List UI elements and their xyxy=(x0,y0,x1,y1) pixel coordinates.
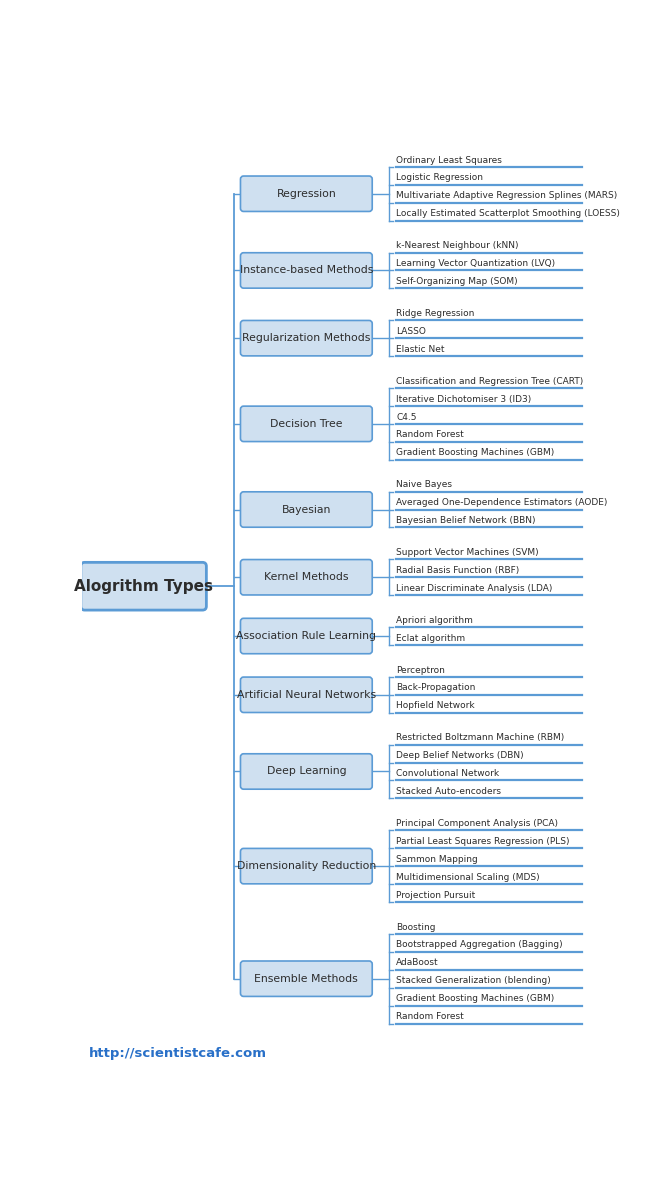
Text: Bootstrapped Aggregation (Bagging): Bootstrapped Aggregation (Bagging) xyxy=(396,941,563,949)
Text: http://scientistcafe.com: http://scientistcafe.com xyxy=(88,1048,267,1061)
Text: k-Nearest Neighbour (kNN): k-Nearest Neighbour (kNN) xyxy=(396,241,519,250)
FancyBboxPatch shape xyxy=(241,848,372,884)
Text: Sammon Mapping: Sammon Mapping xyxy=(396,854,478,864)
Text: LASSO: LASSO xyxy=(396,326,426,336)
Text: Back-Propagation: Back-Propagation xyxy=(396,684,476,692)
Text: Gradient Boosting Machines (GBM): Gradient Boosting Machines (GBM) xyxy=(396,995,554,1003)
Text: Linear Discriminate Analysis (LDA): Linear Discriminate Analysis (LDA) xyxy=(396,584,553,593)
Text: Perceptron: Perceptron xyxy=(396,666,445,674)
Text: Logistic Regression: Logistic Regression xyxy=(396,174,483,182)
Text: AdaBoost: AdaBoost xyxy=(396,959,439,967)
FancyBboxPatch shape xyxy=(241,176,372,211)
Text: Naive Bayes: Naive Bayes xyxy=(396,480,452,490)
Text: Multidimensional Scaling (MDS): Multidimensional Scaling (MDS) xyxy=(396,872,540,882)
Text: Deep Belief Networks (DBN): Deep Belief Networks (DBN) xyxy=(396,751,524,761)
Text: Iterative Dichotomiser 3 (ID3): Iterative Dichotomiser 3 (ID3) xyxy=(396,395,532,403)
FancyBboxPatch shape xyxy=(81,563,206,610)
Text: Convolutional Network: Convolutional Network xyxy=(396,769,500,778)
Text: Boosting: Boosting xyxy=(396,923,436,931)
FancyBboxPatch shape xyxy=(241,253,372,288)
Text: Alogrithm Types: Alogrithm Types xyxy=(74,578,213,594)
Text: Ensemble Methods: Ensemble Methods xyxy=(254,973,358,984)
Text: Dimensionality Reduction: Dimensionality Reduction xyxy=(237,862,376,871)
Text: Classification and Regression Tree (CART): Classification and Regression Tree (CART… xyxy=(396,377,583,385)
Text: Random Forest: Random Forest xyxy=(396,1013,464,1021)
Text: Decision Tree: Decision Tree xyxy=(270,419,343,428)
Text: Restricted Boltzmann Machine (RBM): Restricted Boltzmann Machine (RBM) xyxy=(396,733,565,743)
Text: Apriori algorithm: Apriori algorithm xyxy=(396,616,473,625)
Text: Principal Component Analysis (PCA): Principal Component Analysis (PCA) xyxy=(396,818,558,828)
Text: Random Forest: Random Forest xyxy=(396,431,464,439)
Text: Learning Vector Quantization (LVQ): Learning Vector Quantization (LVQ) xyxy=(396,259,556,268)
Text: Deep Learning: Deep Learning xyxy=(266,767,346,776)
Text: Hopfield Network: Hopfield Network xyxy=(396,702,475,710)
FancyBboxPatch shape xyxy=(241,406,372,442)
Text: Eclat algorithm: Eclat algorithm xyxy=(396,634,465,643)
Text: Projection Pursuit: Projection Pursuit xyxy=(396,890,476,900)
Text: Regression: Regression xyxy=(277,188,336,199)
Text: Ordinary Least Squares: Ordinary Least Squares xyxy=(396,156,502,164)
Text: Multivariate Adaptive Regression Splines (MARS): Multivariate Adaptive Regression Splines… xyxy=(396,192,617,200)
Text: Gradient Boosting Machines (GBM): Gradient Boosting Machines (GBM) xyxy=(396,449,554,457)
Text: Self-Organizing Map (SOM): Self-Organizing Map (SOM) xyxy=(396,277,518,286)
Text: Stacked Auto-encoders: Stacked Auto-encoders xyxy=(396,787,501,796)
Text: Elastic Net: Elastic Net xyxy=(396,344,445,354)
FancyBboxPatch shape xyxy=(241,492,372,527)
Text: Instance-based Methods: Instance-based Methods xyxy=(240,265,373,276)
Text: Stacked Generalization (blending): Stacked Generalization (blending) xyxy=(396,977,551,985)
FancyBboxPatch shape xyxy=(241,559,372,595)
Text: Averaged One-Dependence Estimators (AODE): Averaged One-Dependence Estimators (AODE… xyxy=(396,498,608,508)
Text: Radial Basis Function (RBF): Radial Basis Function (RBF) xyxy=(396,566,519,575)
Text: Ridge Regression: Ridge Regression xyxy=(396,308,474,318)
Text: Bayesian Belief Network (BBN): Bayesian Belief Network (BBN) xyxy=(396,516,536,526)
Text: Partial Least Squares Regression (PLS): Partial Least Squares Regression (PLS) xyxy=(396,836,570,846)
Text: Support Vector Machines (SVM): Support Vector Machines (SVM) xyxy=(396,548,539,557)
FancyBboxPatch shape xyxy=(241,320,372,356)
FancyBboxPatch shape xyxy=(241,677,372,713)
Text: Regularization Methods: Regularization Methods xyxy=(242,334,370,343)
Text: C4.5: C4.5 xyxy=(396,413,416,421)
Text: Association Rule Learning: Association Rule Learning xyxy=(237,631,376,641)
FancyBboxPatch shape xyxy=(241,618,372,654)
FancyBboxPatch shape xyxy=(241,961,372,996)
FancyBboxPatch shape xyxy=(241,754,372,790)
Text: Bayesian: Bayesian xyxy=(281,504,331,515)
Text: Kernel Methods: Kernel Methods xyxy=(264,572,349,582)
Text: Artificial Neural Networks: Artificial Neural Networks xyxy=(237,690,376,700)
Text: Locally Estimated Scatterplot Smoothing (LOESS): Locally Estimated Scatterplot Smoothing … xyxy=(396,209,620,218)
